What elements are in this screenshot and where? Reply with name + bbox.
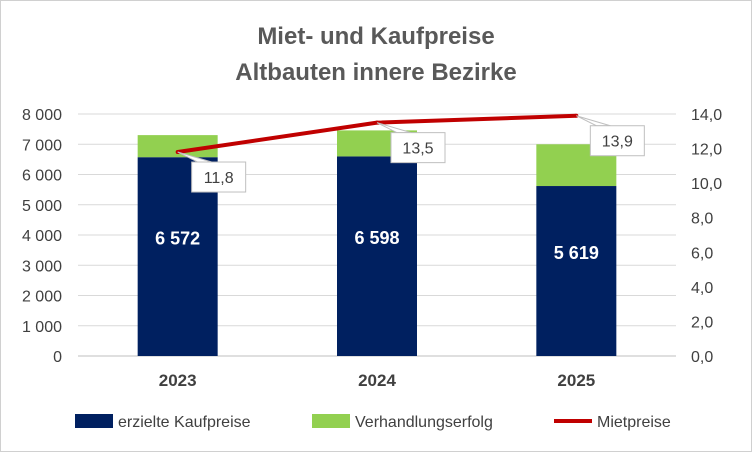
bar-data-label: 6 572 xyxy=(155,229,200,249)
legend: erzielte Kaufpreise Verhandlungserfolg Mie… xyxy=(75,414,671,431)
left-axis-tick-labels: 0 1 000 2 000 3 000 4 000 5 000 6 000 7 000 8 00… xyxy=(22,107,62,366)
category-label: 2023 xyxy=(159,371,197,390)
line-callout-box xyxy=(589,125,645,157)
bar-kaufpreise xyxy=(337,156,417,356)
left-axis-tick-label: 2 000 xyxy=(22,289,62,306)
right-axis-tick-labels: 0,0 2,0 4,0 6,0 8,0 10,0 12,0 14,0 xyxy=(691,107,722,366)
bar-series-group: 6 572 6 598 5 619 xyxy=(137,130,617,356)
right-axis-tick-label: 14,0 xyxy=(691,107,722,124)
left-axis-tick-label: 0 xyxy=(53,349,62,366)
left-axis-tick-label: 6 000 xyxy=(22,168,62,185)
category-labels: 2023 2024 2025 xyxy=(159,371,595,390)
line-data-label: 11,8 xyxy=(204,170,234,187)
bar-data-label: 5 619 xyxy=(554,243,599,263)
bar-kaufpreise xyxy=(536,186,617,356)
line-data-label: 13,9 xyxy=(602,134,633,151)
bar-data-label: 6 598 xyxy=(354,228,399,248)
chart-title-line-2: Altbauten innere Bezirke xyxy=(235,59,516,86)
legend-swatch xyxy=(75,414,113,428)
left-axis-tick-label: 7 000 xyxy=(22,137,62,154)
left-axis-tick-label: 8 000 xyxy=(22,107,62,124)
right-axis-tick-label: 10,0 xyxy=(691,176,722,193)
legend-label: Mietpreise xyxy=(597,414,671,431)
right-axis-tick-label: 4,0 xyxy=(691,280,713,297)
category-label: 2025 xyxy=(557,371,595,390)
right-axis-tick-label: 12,0 xyxy=(691,142,722,159)
line-callout-pointer xyxy=(576,115,611,127)
right-axis-tick-label: 6,0 xyxy=(691,245,713,262)
left-axis-tick-label: 4 000 xyxy=(22,228,62,245)
right-axis-tick-label: 2,0 xyxy=(691,314,713,331)
right-axis-tick-label: 8,0 xyxy=(691,211,713,228)
category-label: 2024 xyxy=(358,371,396,390)
line-series-group: 11,8 13,5 13,9 xyxy=(175,113,645,193)
right-axis-tick-label: 0,0 xyxy=(691,349,713,366)
line-data-label: 13,5 xyxy=(402,141,433,158)
legend-label: Verhandlungserfolg xyxy=(355,414,493,431)
bar-verhandlungserfolg xyxy=(137,135,218,158)
left-axis-tick-label: 3 000 xyxy=(22,258,62,275)
left-axis-tick-label: 5 000 xyxy=(22,198,62,215)
legend-label: erzielte Kaufpreise xyxy=(118,414,251,431)
left-axis-tick-label: 1 000 xyxy=(22,319,62,336)
legend-swatch xyxy=(312,414,350,428)
chart-title-line-1: Miet- und Kaufpreise xyxy=(257,23,494,50)
line-callout-box xyxy=(390,132,446,164)
line-callout-box xyxy=(191,161,247,193)
